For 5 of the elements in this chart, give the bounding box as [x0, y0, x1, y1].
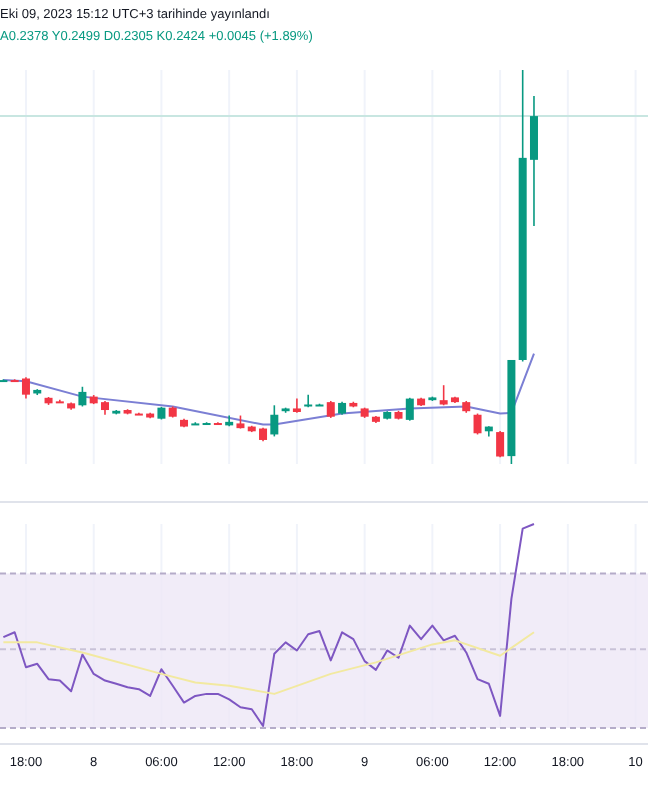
candlestick: [405, 397, 414, 422]
candlestick: [270, 404, 279, 438]
candlestick: [496, 430, 505, 459]
candlestick: [78, 385, 87, 408]
candlestick: [473, 412, 482, 436]
